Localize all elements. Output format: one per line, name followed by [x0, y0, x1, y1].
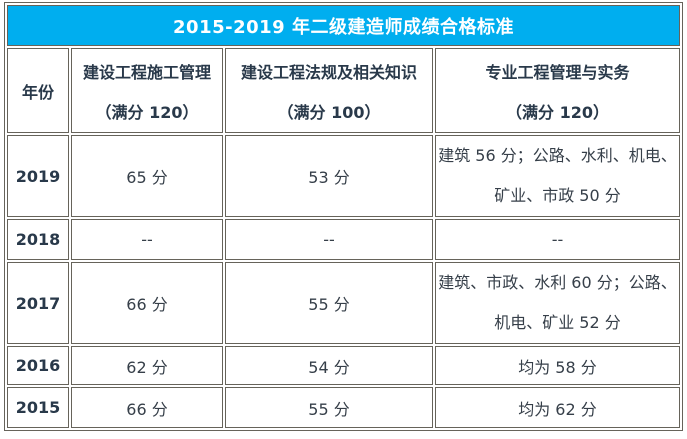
score-cell-management: -- — [71, 219, 223, 260]
column-title: 专业工程管理与实务 — [485, 62, 630, 82]
score-cell-laws: 55 分 — [225, 387, 433, 428]
header-row: 年份 建设工程施工管理 （满分 120） 建设工程法规及相关知识 （满分 100… — [7, 48, 680, 133]
column-subtitle: （满分 100） — [277, 102, 381, 122]
title-row: 2015-2019 年二级建造师成绩合格标准 — [7, 5, 680, 46]
score-cell-practice: 均为 58 分 — [435, 346, 680, 385]
score-cell-management: 66 分 — [71, 387, 223, 428]
header-cell-laws-knowledge: 建设工程法规及相关知识 （满分 100） — [225, 48, 433, 133]
year-cell: 2015 — [7, 387, 69, 428]
score-cell-practice: 建筑 56 分；公路、水利、机电、 矿业、市政 50 分 — [435, 135, 680, 217]
column-title: 建设工程法规及相关知识 — [240, 62, 417, 82]
score-cell-practice: 均为 62 分 — [435, 387, 680, 428]
year-cell: 2018 — [7, 219, 69, 260]
header-cell-inner: 专业工程管理与实务 （满分 120） — [438, 51, 677, 131]
table-row-2017: 2017 66 分 55 分 建筑、市政、水利 60 分；公路、 机电、矿业 5… — [7, 262, 680, 344]
table-row-2018: 2018 -- -- -- — [7, 219, 680, 260]
score-cell-practice: 建筑、市政、水利 60 分；公路、 机电、矿业 52 分 — [435, 262, 680, 344]
header-cell-construction-management: 建设工程施工管理 （满分 120） — [71, 48, 223, 133]
year-cell: 2019 — [7, 135, 69, 217]
score-cell-laws: 54 分 — [225, 346, 433, 385]
score-cell-practice: -- — [435, 219, 680, 260]
score-cell-laws: 55 分 — [225, 262, 433, 344]
score-cell-management: 65 分 — [71, 135, 223, 217]
score-cell-management: 62 分 — [71, 346, 223, 385]
year-cell: 2017 — [7, 262, 69, 344]
table-row-2019: 2019 65 分 53 分 建筑 56 分；公路、水利、机电、 矿业、市政 5… — [7, 135, 680, 217]
column-subtitle: （满分 120） — [506, 102, 609, 122]
table-row-2015: 2015 66 分 55 分 均为 62 分 — [7, 387, 680, 428]
table-title: 2015-2019 年二级建造师成绩合格标准 — [173, 16, 514, 38]
score-table: 2015-2019 年二级建造师成绩合格标准 年份 建设工程施工管理 （满分 1… — [4, 2, 683, 431]
column-title: 建设工程施工管理 — [82, 62, 211, 82]
header-cell-inner: 建设工程施工管理 （满分 120） — [74, 51, 220, 131]
column-subtitle: （满分 120） — [95, 102, 199, 122]
column-title-year: 年份 — [21, 82, 54, 102]
header-cell-year: 年份 — [7, 48, 69, 133]
score-cell-management: 66 分 — [71, 262, 223, 344]
header-cell-inner: 建设工程法规及相关知识 （满分 100） — [228, 51, 430, 131]
header-cell-professional-practice: 专业工程管理与实务 （满分 120） — [435, 48, 680, 133]
year-cell: 2016 — [7, 346, 69, 385]
table-title-banner: 2015-2019 年二级建造师成绩合格标准 — [7, 5, 680, 46]
table-row-2016: 2016 62 分 54 分 均为 58 分 — [7, 346, 680, 385]
score-cell-laws: -- — [225, 219, 433, 260]
score-cell-laws: 53 分 — [225, 135, 433, 217]
